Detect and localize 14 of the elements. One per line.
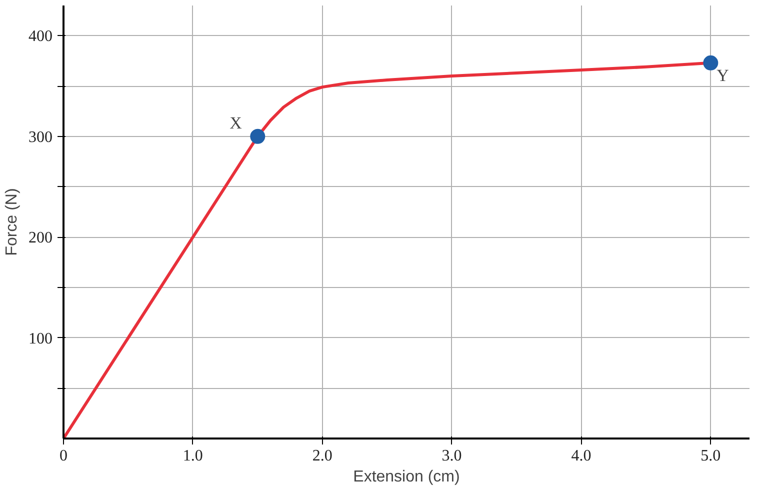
y-axis-title: Force (N) xyxy=(4,188,20,256)
x-tick-label: 3.0 xyxy=(442,448,462,464)
y-tick-label: 200 xyxy=(28,230,52,247)
x-tick-label: 5.0 xyxy=(700,448,721,464)
x-axis-title: Extension (cm) xyxy=(353,468,460,486)
y-tick-label: 300 xyxy=(28,128,52,146)
y-tick-label: 400 xyxy=(28,28,52,46)
x-tick-label: 4.0 xyxy=(571,448,592,464)
y-tick-label: 100 xyxy=(28,330,52,348)
annotation: X xyxy=(230,113,242,132)
x-tick-label: 2.0 xyxy=(312,448,332,464)
annotation: Y xyxy=(716,66,729,85)
x-tick-label: 0 xyxy=(60,448,68,464)
x-tick-label: 1.0 xyxy=(182,448,203,464)
